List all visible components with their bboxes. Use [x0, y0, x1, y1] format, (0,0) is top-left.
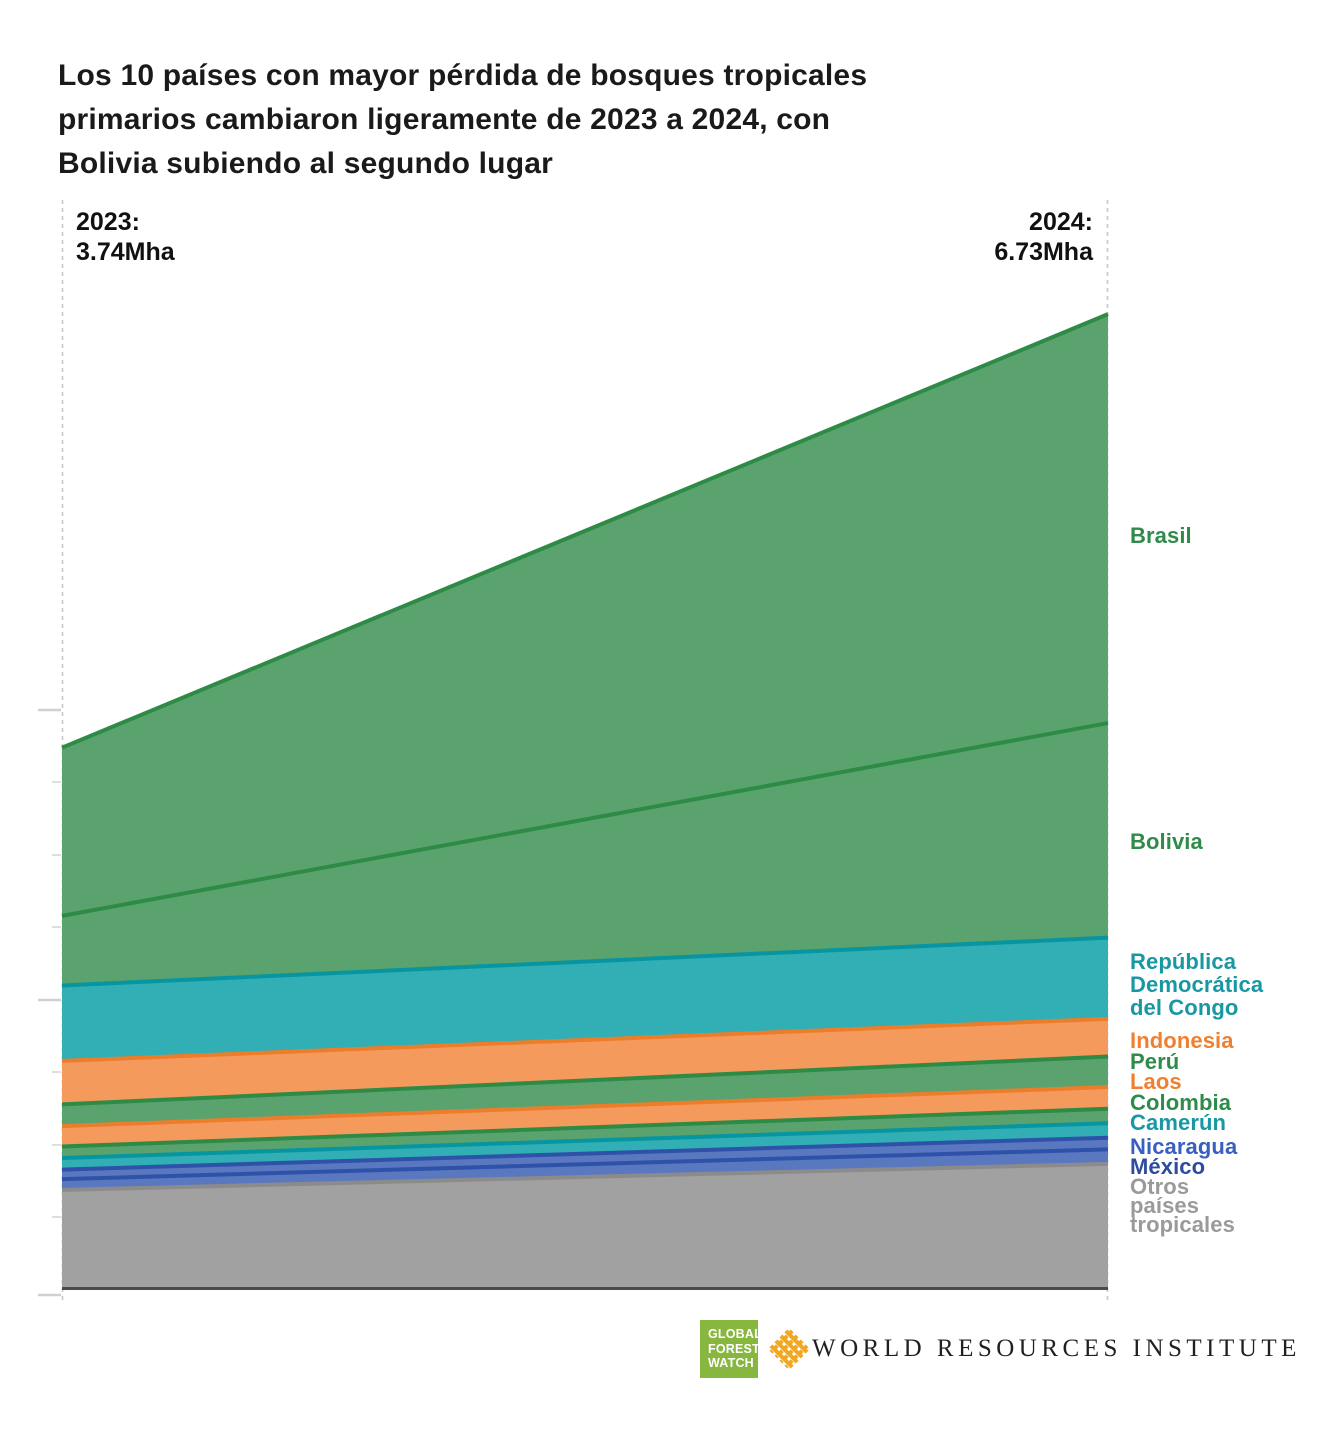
year-left-year: 2023: — [76, 208, 140, 236]
band-top-edge-Brasil — [61, 312, 1109, 750]
band-Colombia — [62, 1108, 1108, 1159]
band-Bolivia — [62, 723, 1108, 986]
wri-wordmark: WORLD RESOURCES INSTITUTE — [812, 1335, 1301, 1362]
band-top-edge-Laos — [61, 1085, 1109, 1129]
country-bands — [61, 312, 1109, 1290]
gfw-logo-line-2: FOREST — [708, 1341, 760, 1356]
band-México — [62, 1149, 1108, 1190]
band-top-edge-Camerún — [61, 1121, 1109, 1161]
band-top-edge-Otros países tropicales — [61, 1161, 1109, 1192]
y-axis-ticks — [38, 708, 61, 1297]
band-Brasil — [62, 314, 1108, 916]
year-right-year: 2024: — [1029, 208, 1093, 236]
band-top-edge-Colombia — [61, 1106, 1109, 1149]
band-Camerún — [62, 1123, 1108, 1170]
band-top-edge-Indonesia — [61, 1016, 1109, 1063]
band-top-edge-Nicaragua — [61, 1135, 1109, 1172]
band-top-edge-México — [61, 1147, 1109, 1182]
band-Nicaragua — [62, 1137, 1108, 1180]
axis-label-2024: 2024: 6.73Mha — [994, 207, 1093, 267]
band-Laos — [62, 1087, 1108, 1147]
chart-title: Los 10 países con mayor pérdida de bosqu… — [58, 59, 868, 180]
year-left-total: 3.74Mha — [76, 238, 175, 266]
band-top-edge-Bolivia — [61, 721, 1109, 918]
band-top-edge-República Democrática del Congo — [61, 935, 1109, 988]
band-Indonesia — [62, 1018, 1108, 1105]
band-top-edge-Perú — [61, 1054, 1109, 1107]
gfw-logo-line-3: WATCH — [708, 1356, 754, 1371]
axis-label-2023: 2023: 3.74Mha — [76, 207, 175, 267]
band-Otros países tropicales — [62, 1163, 1108, 1290]
gfw-logo-line-1: GLOBAL — [708, 1327, 762, 1342]
global-forest-watch-logo: GLOBAL FOREST WATCH — [700, 1320, 762, 1378]
wri-weave-icon — [769, 1329, 809, 1369]
year-right-total: 6.73Mha — [994, 238, 1093, 266]
band-Perú — [62, 1056, 1108, 1127]
band-República Democrática del Congo — [62, 937, 1108, 1061]
